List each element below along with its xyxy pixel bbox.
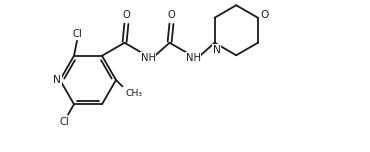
Text: NH: NH bbox=[141, 53, 155, 63]
Text: Cl: Cl bbox=[72, 29, 82, 39]
Text: CH₃: CH₃ bbox=[125, 89, 142, 98]
Text: N: N bbox=[53, 75, 61, 85]
Text: Cl: Cl bbox=[59, 117, 69, 127]
Text: O: O bbox=[261, 10, 269, 20]
Text: N: N bbox=[213, 45, 221, 55]
Text: O: O bbox=[122, 10, 130, 20]
Text: NH: NH bbox=[186, 53, 201, 63]
Text: O: O bbox=[168, 10, 175, 20]
